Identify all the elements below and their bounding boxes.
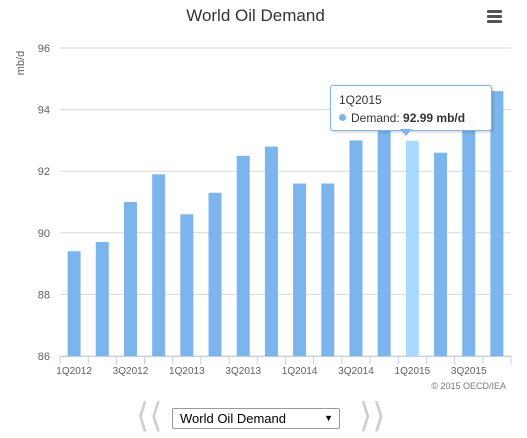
bar — [208, 192, 222, 356]
x-tick-label: 3Q2015 — [451, 366, 487, 377]
axes: 86 88 90 92 94 96 mb/d 1Q2012 3Q2012 1Q2013 3Q2013… — [15, 43, 512, 377]
y-tick-label: 92 — [38, 166, 50, 178]
dropdown-arrow-icon: ▼ — [324, 413, 333, 423]
x-tick-label: 3Q2013 — [225, 366, 261, 377]
tooltip-pointer — [400, 129, 412, 136]
bar — [264, 146, 278, 356]
bar — [377, 121, 391, 356]
x-tick-label: 3Q2014 — [338, 366, 374, 377]
tooltip-header: 1Q2015 — [339, 93, 382, 107]
y-tick-label: 90 — [38, 228, 50, 240]
bar — [434, 152, 448, 356]
bar — [349, 140, 363, 356]
bar — [321, 183, 335, 356]
chart-title: World Oil Demand — [186, 6, 325, 25]
y-tick-label: 96 — [38, 43, 50, 55]
tooltip-series-label: Demand: — [351, 111, 400, 125]
x-tick-label: 3Q2012 — [113, 366, 149, 377]
bar — [405, 140, 419, 356]
bar — [180, 214, 194, 356]
x-tick-label: 1Q2015 — [395, 366, 431, 377]
y-axis-title: mb/d — [15, 51, 27, 75]
series-select[interactable]: World Oil Demand ▼ — [172, 408, 340, 429]
bar — [236, 155, 250, 356]
bar-series — [67, 91, 504, 357]
bar — [123, 202, 137, 356]
chart-plot: 86 88 90 92 94 96 mb/d 1Q2012 3Q2012 1Q2013 3Q2013… — [15, 43, 512, 377]
x-tick-label: 1Q2014 — [282, 366, 318, 377]
bar — [67, 251, 81, 356]
x-tick-label: 1Q2013 — [169, 366, 205, 377]
tooltip: 1Q2015 Demand: 92.99 mb/d — [330, 85, 492, 131]
chevron-right-icon[interactable]: ⟩⟩ — [359, 396, 386, 436]
y-tick-label: 88 — [38, 289, 50, 301]
series-dot-icon — [339, 114, 346, 121]
bar — [95, 242, 109, 356]
series-select-value: World Oil Demand — [180, 411, 286, 426]
credits[interactable]: © 2015 OECD/IEA — [431, 381, 506, 391]
y-tick-label: 86 — [38, 351, 50, 363]
chevron-left-icon[interactable]: ⟨⟨ — [136, 396, 163, 436]
x-tick-label: 1Q2012 — [56, 366, 92, 377]
bar — [293, 183, 307, 356]
bar — [462, 118, 476, 356]
tooltip-row: Demand: 92.99 mb/d — [339, 111, 465, 125]
hamburger-menu-icon[interactable] — [487, 10, 502, 24]
bar — [152, 174, 166, 356]
bar — [490, 91, 504, 357]
tooltip-value: 92.99 mb/d — [403, 111, 466, 125]
chart-navigator: ⟨⟨ World Oil Demand ▼ ⟩⟩ — [0, 396, 527, 438]
y-tick-label: 94 — [38, 105, 50, 117]
